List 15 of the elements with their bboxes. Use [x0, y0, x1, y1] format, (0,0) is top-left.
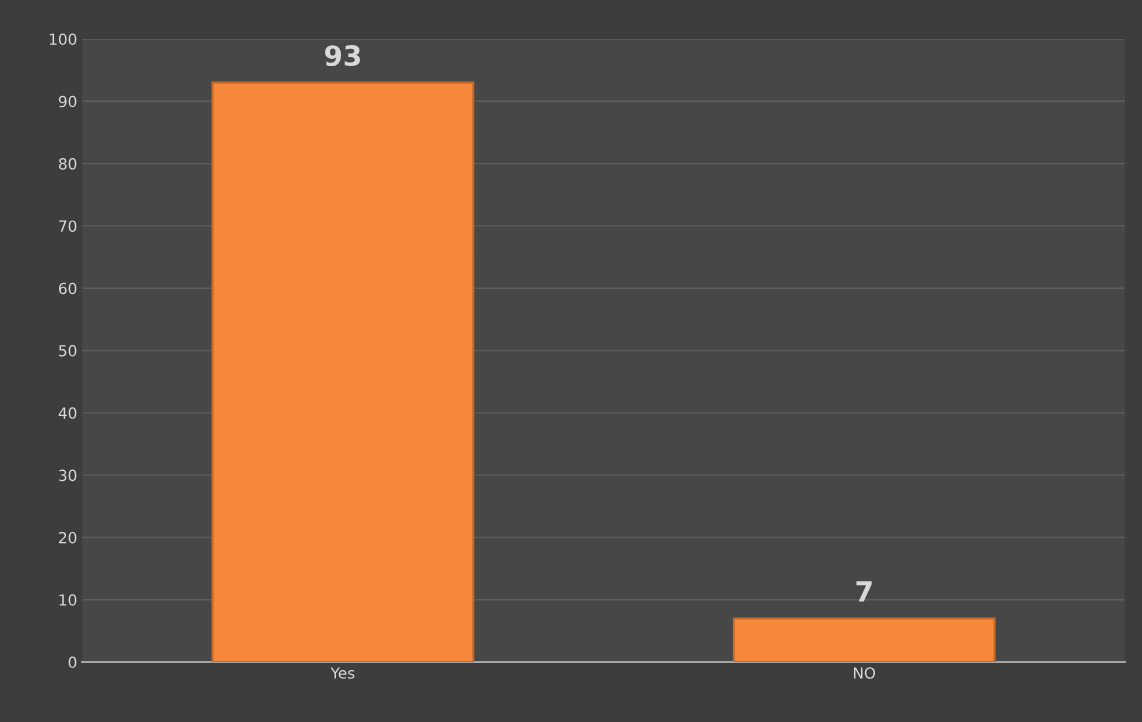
- data-label: 93: [324, 45, 360, 67]
- y-tick-label: 60: [58, 282, 77, 295]
- x-tick-label: NO: [853, 667, 876, 679]
- x-tick-label: Yes: [330, 667, 355, 679]
- y-tick-label: 30: [59, 469, 77, 482]
- y-tick-label: 0: [68, 656, 77, 669]
- y-tick-label: 50: [59, 345, 77, 357]
- y-tick-label: 40: [58, 407, 77, 419]
- data-label: 7: [856, 581, 872, 602]
- y-tick-label: 80: [58, 158, 77, 170]
- y-tick-label: 90: [58, 95, 77, 108]
- y-tick-label: 10: [59, 594, 77, 606]
- y-tick-label: 20: [59, 531, 77, 544]
- y-tick-label: 70: [59, 220, 77, 232]
- y-tick-label: 100: [49, 33, 77, 46]
